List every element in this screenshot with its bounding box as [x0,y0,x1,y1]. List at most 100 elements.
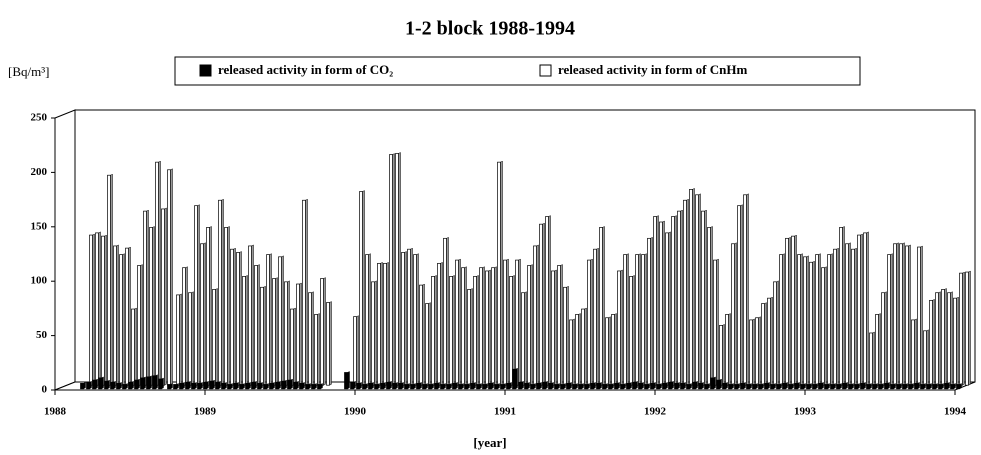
bar [227,384,231,390]
bar [359,191,363,386]
bar [629,276,633,386]
bar [815,254,819,386]
bar [569,319,573,386]
bar [554,384,558,390]
bar [800,384,804,390]
bar [644,384,648,390]
bar [917,246,921,386]
bar [689,189,693,386]
bar [224,227,228,386]
bar [893,243,897,386]
bar [155,161,159,386]
bar [809,261,813,386]
bar [92,379,96,390]
bar [482,384,486,390]
legend-box [174,56,861,86]
bar [479,267,483,386]
bar [287,379,291,390]
bar [887,254,891,386]
bar [473,276,477,386]
x-tick-label: 1988 [44,406,67,418]
bar [614,383,618,390]
bar [632,381,636,390]
bar [269,383,273,390]
bar [659,221,663,386]
bar [521,292,525,386]
bar [725,314,729,386]
bar [128,381,132,390]
bar [572,384,576,390]
bar [740,383,744,390]
bar [428,384,432,390]
bar [623,254,627,386]
bar [536,383,540,390]
bar [296,283,300,386]
bar [242,276,246,386]
bar [497,161,501,386]
bar [743,194,747,386]
bar [281,380,285,390]
bar [98,377,102,390]
bar [260,286,264,386]
bar [926,384,930,390]
bar [854,384,858,390]
bar [95,232,99,386]
x-tick-label: 1993 [794,406,817,418]
bar [353,316,357,386]
bar [878,384,882,390]
bar [560,384,564,390]
bar [230,248,234,386]
bar [737,205,741,386]
bar [305,384,309,390]
bar [119,254,123,386]
bar [527,265,531,386]
bar [422,384,426,390]
bar [146,376,150,390]
bar [785,237,789,386]
bar [620,384,624,390]
bar [791,235,795,386]
bar [509,276,513,386]
bar [818,383,822,390]
bar [209,380,213,390]
bar [902,384,906,390]
y-tick-label: 0 [42,384,48,396]
bar [203,381,207,390]
x-tick-label: 1989 [194,406,217,418]
bar [836,384,840,390]
bar [239,384,243,390]
bar [272,278,276,386]
bar [539,223,543,386]
bar [218,199,222,386]
bar [446,384,450,390]
bar [398,383,402,390]
bar [179,383,183,390]
bar [884,383,888,390]
bar [233,383,237,390]
bar [533,245,537,386]
bar [116,383,120,390]
bar [788,384,792,390]
bar [842,383,846,390]
bar [371,281,375,386]
bar [377,262,381,386]
bar [302,199,306,386]
bar [362,384,366,390]
bar [350,381,354,390]
bar [506,383,510,390]
bar [722,383,726,390]
bar [245,383,249,390]
bar [299,383,303,390]
bar [518,381,522,390]
bar [314,314,318,386]
bar [719,325,723,386]
bar [641,254,645,386]
y-tick-label: 150 [31,220,48,232]
bar [374,384,378,390]
bar [257,383,261,390]
bar [431,276,435,386]
bar [434,383,438,390]
bar [638,383,642,390]
bar [593,248,597,386]
bar [401,252,405,386]
